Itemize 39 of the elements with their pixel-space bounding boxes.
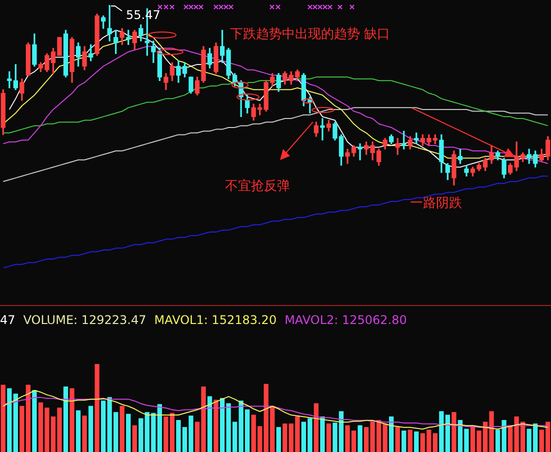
bar (395, 427, 400, 452)
bar (320, 416, 325, 452)
text: 一路阴跌 (410, 196, 462, 211)
annotation: 不宜抢反弹 (225, 178, 290, 194)
annotation: 下跌趋势中出现的趋势 缺口 (230, 27, 390, 42)
bar (207, 396, 212, 452)
bar (402, 430, 406, 452)
bar (282, 424, 288, 452)
bar (358, 425, 362, 452)
bar (214, 400, 218, 452)
bar (132, 425, 137, 452)
bar (94, 364, 100, 452)
bar (157, 404, 162, 452)
bar (389, 416, 394, 452)
bar (88, 406, 94, 452)
bar (20, 406, 24, 452)
bar (408, 430, 412, 452)
text: 47 (0, 313, 16, 328)
bar (414, 431, 419, 452)
bar (82, 416, 87, 452)
bar (0, 384, 6, 452)
bar (63, 386, 68, 452)
bar (70, 388, 74, 452)
bar (276, 427, 281, 452)
bar (32, 390, 37, 452)
text: VOLUME: 129223.47 (23, 313, 146, 328)
text: MAVOL1: 152183.20 (154, 313, 277, 328)
bar (326, 424, 332, 452)
bar (314, 403, 319, 452)
bar (26, 384, 31, 452)
bar (120, 406, 124, 452)
bar (76, 410, 81, 452)
bar (13, 394, 18, 452)
bar (7, 388, 12, 452)
bar (138, 418, 144, 452)
bar (126, 414, 131, 452)
bar (452, 412, 456, 452)
text: MAVOL2: 125062.80 (284, 313, 407, 328)
bar (432, 433, 438, 452)
